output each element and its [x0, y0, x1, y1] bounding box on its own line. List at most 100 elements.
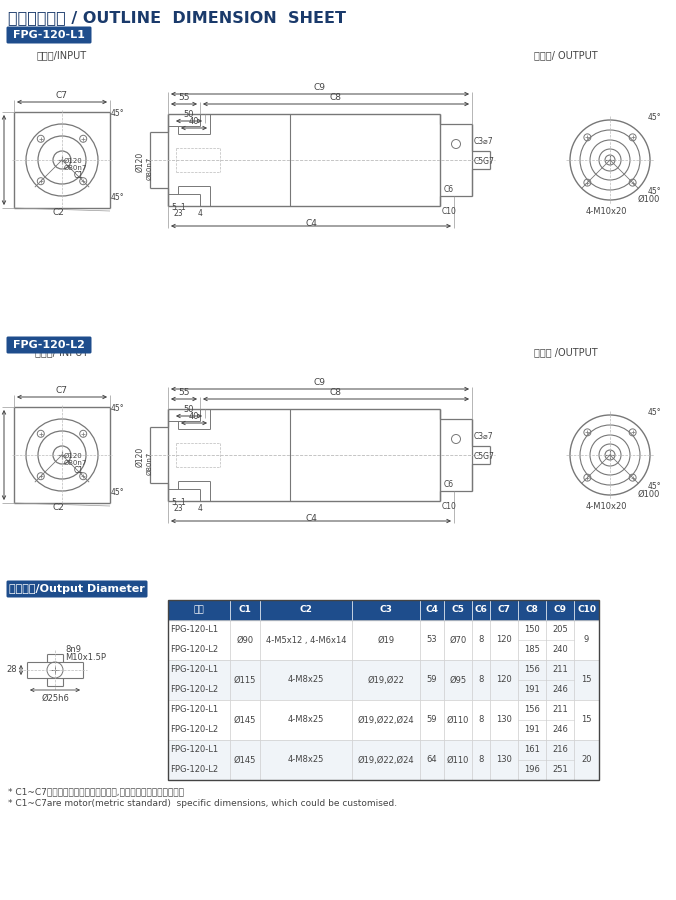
Text: C4: C4 — [305, 514, 317, 523]
Text: Ø19,Ø22,Ø24: Ø19,Ø22,Ø24 — [358, 755, 414, 764]
Bar — [260, 620, 352, 660]
Bar — [490, 600, 518, 620]
Bar — [352, 600, 420, 620]
Text: C9: C9 — [554, 606, 566, 615]
Text: 240: 240 — [552, 645, 568, 654]
Bar — [420, 620, 444, 660]
Text: 輸入端/ INPUT: 輸入端/ INPUT — [35, 347, 89, 357]
Text: C5G7: C5G7 — [474, 452, 495, 461]
Text: 9: 9 — [584, 635, 589, 644]
Bar — [546, 660, 574, 700]
Text: 59: 59 — [427, 716, 437, 724]
Text: 5: 5 — [171, 498, 176, 507]
Bar — [444, 620, 472, 660]
Text: C3⌀7: C3⌀7 — [474, 432, 493, 441]
Text: 4-M5x12 , 4-M6x14: 4-M5x12 , 4-M6x14 — [266, 635, 346, 644]
Text: C6: C6 — [444, 185, 454, 194]
Bar — [168, 600, 599, 780]
Text: Ø95: Ø95 — [450, 676, 466, 685]
Text: 216: 216 — [552, 745, 568, 754]
Text: C3: C3 — [379, 606, 393, 615]
Text: Ø120: Ø120 — [135, 152, 145, 172]
Text: C9: C9 — [314, 83, 326, 92]
Text: 8: 8 — [479, 755, 484, 764]
Bar — [230, 740, 260, 780]
Text: C4: C4 — [305, 219, 317, 228]
Text: 28: 28 — [6, 665, 17, 674]
Bar — [518, 700, 546, 740]
Text: 45°: 45° — [648, 187, 662, 196]
Bar — [444, 660, 472, 700]
Text: C10: C10 — [442, 502, 457, 511]
Text: 45°: 45° — [648, 408, 662, 417]
Bar — [168, 600, 230, 620]
Text: FPG-120-L2: FPG-120-L2 — [170, 766, 218, 775]
Bar — [168, 620, 230, 660]
Text: 211: 211 — [552, 706, 568, 715]
Text: Ø80n7: Ø80n7 — [64, 460, 87, 466]
Text: 45°: 45° — [648, 113, 662, 122]
Text: 外形尺寸圖表 / OUTLINE  DIMENSION  SHEET: 外形尺寸圖表 / OUTLINE DIMENSION SHEET — [8, 11, 346, 25]
Text: Ø110: Ø110 — [447, 716, 469, 724]
Text: Ø90: Ø90 — [237, 635, 254, 644]
Bar — [472, 700, 490, 740]
Text: C2: C2 — [299, 606, 312, 615]
Text: 4: 4 — [198, 504, 203, 513]
Bar — [574, 600, 599, 620]
Text: 4-M10x20: 4-M10x20 — [586, 207, 627, 216]
Text: 輸入端/INPUT: 輸入端/INPUT — [37, 50, 87, 60]
Text: 251: 251 — [552, 766, 568, 775]
Text: C8: C8 — [525, 606, 539, 615]
Bar — [518, 660, 546, 700]
Text: C5G7: C5G7 — [474, 157, 495, 166]
Text: C5: C5 — [452, 606, 464, 615]
Text: FPG-120-L2: FPG-120-L2 — [170, 645, 218, 654]
Bar — [260, 600, 352, 620]
Bar — [420, 660, 444, 700]
Text: 130: 130 — [496, 716, 512, 724]
Text: 191: 191 — [524, 686, 540, 695]
Text: 20: 20 — [581, 755, 592, 764]
Text: 40: 40 — [189, 412, 199, 421]
Bar — [230, 700, 260, 740]
Text: Ø120: Ø120 — [64, 453, 82, 459]
Text: Ø115: Ø115 — [234, 676, 256, 685]
Text: C7: C7 — [56, 91, 68, 100]
Bar — [546, 700, 574, 740]
Text: C1: C1 — [74, 466, 84, 475]
Text: 120: 120 — [496, 635, 512, 644]
Text: FPG-120-L1: FPG-120-L1 — [170, 706, 218, 715]
Bar — [574, 620, 599, 660]
Text: 輸出軸徑/Output Diameter: 輸出軸徑/Output Diameter — [9, 584, 145, 594]
Bar — [260, 740, 352, 780]
Text: 4-M10x20: 4-M10x20 — [586, 502, 627, 511]
Text: 156: 156 — [524, 706, 540, 715]
Text: FPG-120-L1: FPG-120-L1 — [170, 745, 218, 754]
FancyBboxPatch shape — [7, 337, 91, 354]
Text: Ø25h6: Ø25h6 — [41, 694, 69, 703]
Bar — [168, 660, 230, 700]
Bar — [518, 600, 546, 620]
Text: Ø120: Ø120 — [64, 158, 82, 164]
Text: Ø145: Ø145 — [234, 755, 256, 764]
Text: Ø70: Ø70 — [450, 635, 466, 644]
Text: C8: C8 — [330, 93, 342, 102]
Text: 211: 211 — [552, 665, 568, 674]
Text: 40: 40 — [189, 117, 199, 126]
Text: 185: 185 — [524, 645, 540, 654]
Text: Ø100: Ø100 — [638, 195, 660, 204]
Text: 150: 150 — [524, 626, 540, 634]
Text: C2: C2 — [52, 208, 64, 217]
Bar — [490, 700, 518, 740]
Text: 1: 1 — [180, 498, 185, 507]
Text: 輸出端/ OUTPUT: 輸出端/ OUTPUT — [534, 50, 598, 60]
Bar — [490, 620, 518, 660]
Text: 246: 246 — [552, 725, 568, 734]
Text: C8: C8 — [330, 388, 342, 397]
Text: C1: C1 — [239, 606, 251, 615]
Text: C10: C10 — [442, 207, 457, 216]
Text: 8n9: 8n9 — [65, 645, 81, 654]
Text: 4: 4 — [198, 209, 203, 218]
Bar — [490, 660, 518, 700]
Text: C4: C4 — [425, 606, 439, 615]
